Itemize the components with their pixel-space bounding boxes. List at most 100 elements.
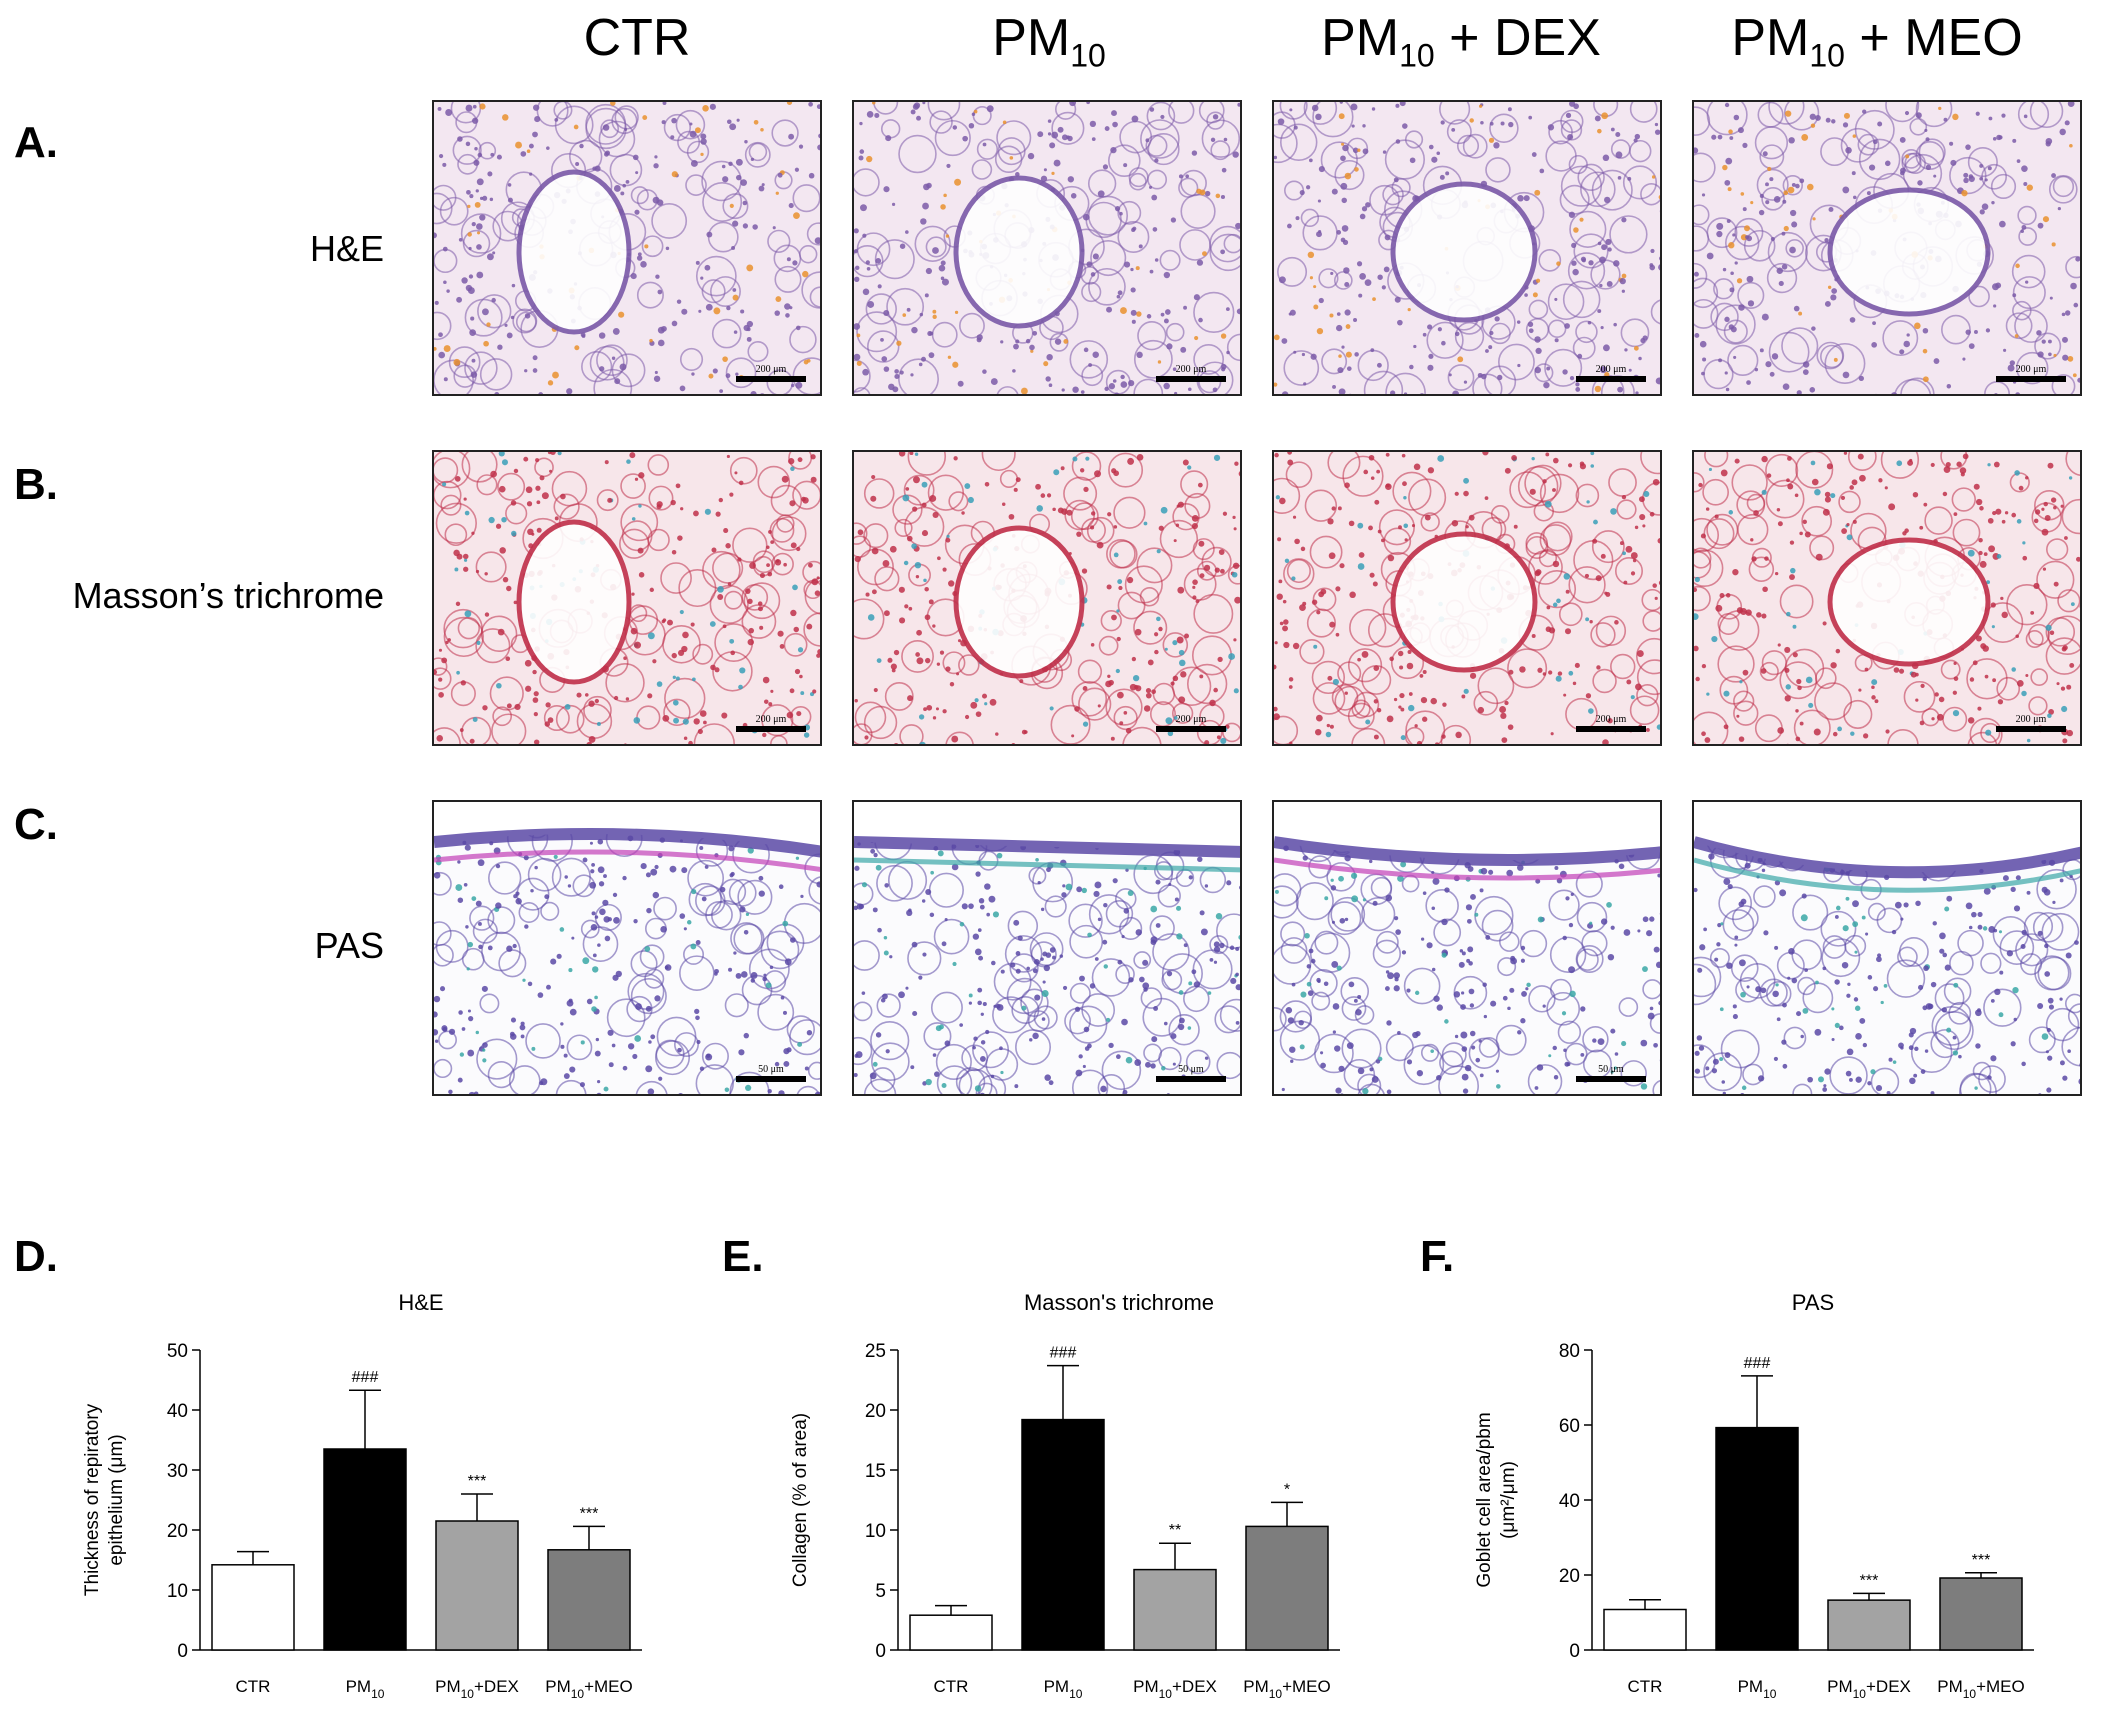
x-tick-label: PM10+MEO: [545, 1677, 633, 1701]
scale-bar: 200 μm: [1576, 364, 1646, 382]
column-header-pm10-meo: PM10 + MEO: [1682, 8, 2072, 74]
y-tick-label: 25: [865, 1341, 886, 1362]
chart-title: Masson's trichrome: [1024, 1290, 1214, 1315]
scale-bar: 200 μm: [1156, 364, 1226, 382]
bar: [324, 1449, 406, 1650]
column-header-suffix: + MEO: [1845, 9, 2023, 67]
scale-bar-label: 50 μm: [736, 1064, 806, 1075]
scale-bar-line: [1576, 726, 1646, 732]
scale-bar: 200 μm: [736, 364, 806, 382]
scale-bar: 200 μm: [1996, 364, 2066, 382]
column-header-sub: 10: [1399, 37, 1435, 73]
micrograph-tile: 50 μm: [852, 800, 1242, 1096]
column-header-text: PM: [1321, 9, 1399, 67]
x-tick-label: PM10: [1738, 1677, 1777, 1701]
column-header-text: PM: [1731, 9, 1809, 67]
bar: [1828, 1600, 1910, 1650]
x-tick-label: CTR: [1628, 1677, 1663, 1696]
scale-bar-line: [1156, 376, 1226, 382]
scale-bar: 50 μm: [1156, 1064, 1226, 1082]
column-header-suffix: + DEX: [1435, 9, 1601, 67]
x-tick-label: PM10: [1044, 1677, 1083, 1701]
y-tick-label: 40: [1559, 1491, 1580, 1512]
scale-bar-line: [1576, 376, 1646, 382]
micrograph-image: [1694, 802, 2082, 1096]
significance-label: ***: [580, 1505, 599, 1522]
scale-bar-label: 200 μm: [736, 714, 806, 725]
bar: [1716, 1428, 1798, 1650]
scale-bar: 200 μm: [1996, 714, 2066, 732]
micrograph-image: [1274, 102, 1662, 396]
row-label-pas: PAS: [4, 925, 384, 967]
scale-bar-line: [1156, 1076, 1226, 1082]
bar: [1246, 1526, 1328, 1650]
y-tick-label: 15: [865, 1461, 886, 1482]
significance-label: ***: [1860, 1572, 1879, 1589]
bar: [436, 1521, 518, 1650]
micrograph-tile: 50 μm: [1272, 800, 1662, 1096]
y-tick-label: 10: [865, 1521, 886, 1542]
y-tick-label: 10: [167, 1581, 188, 1602]
significance-label: ###: [1050, 1345, 1077, 1362]
bar: [1940, 1578, 2022, 1650]
x-tick-label: PM10+DEX: [1827, 1677, 1911, 1701]
y-tick-label: 0: [177, 1641, 188, 1662]
bar: [1604, 1610, 1686, 1651]
y-axis-label: Goblet cell area/pbm(μm²/μm): [1474, 1412, 1519, 1587]
scale-bar-line: [1996, 376, 2066, 382]
y-axis-label-line: Goblet cell area/pbm: [1474, 1412, 1495, 1587]
micrograph-tile: 200 μm: [1692, 450, 2082, 746]
scale-bar-line: [736, 376, 806, 382]
scale-bar-line: [1996, 726, 2066, 732]
x-tick-label: PM10+DEX: [435, 1677, 519, 1701]
chart-title: H&E: [398, 1290, 443, 1315]
bar: [1134, 1570, 1216, 1650]
scale-bar-label: 50 μm: [1156, 1064, 1226, 1075]
micrograph-image: [434, 452, 822, 746]
micrograph-tile: 200 μm: [852, 100, 1242, 396]
bar: [910, 1615, 992, 1650]
significance-label: **: [1169, 1522, 1181, 1539]
y-tick-label: 40: [167, 1401, 188, 1422]
micrograph-image: [434, 802, 822, 1096]
scale-bar-line: [736, 1076, 806, 1082]
micrograph-tile: 50 μm: [432, 800, 822, 1096]
micrograph-tile: 200 μm: [1272, 100, 1662, 396]
scale-bar-label: 200 μm: [1576, 364, 1646, 375]
x-tick-label: CTR: [236, 1677, 271, 1696]
scale-bar-label: 200 μm: [1576, 714, 1646, 725]
micrograph-image: [1274, 452, 1662, 746]
column-header-text: CTR: [584, 9, 691, 67]
scale-bar-label: 50 μm: [1576, 1064, 1646, 1075]
micrograph-image: [854, 452, 1242, 746]
scale-bar-line: [1576, 1076, 1646, 1082]
x-tick-label: PM10+MEO: [1937, 1677, 2025, 1701]
panel-letter-a: A.: [14, 118, 58, 168]
scale-bar-line: [736, 726, 806, 732]
chart-title: PAS: [1792, 1290, 1834, 1315]
significance-label: ***: [1972, 1552, 1991, 1569]
bar: [548, 1550, 630, 1650]
y-axis-label: Collagen (% of area): [790, 1413, 811, 1587]
y-axis-label-line: Collagen (% of area): [790, 1413, 811, 1587]
scale-bar-label: 200 μm: [1996, 714, 2066, 725]
bar: [1022, 1420, 1104, 1650]
column-header-ctr: CTR: [442, 8, 832, 68]
scale-bar: 200 μm: [1156, 714, 1226, 732]
y-axis-label-line: epithelium (μm): [106, 1434, 127, 1565]
column-header-sub: 10: [1809, 37, 1845, 73]
row-label-masson: Masson’s trichrome: [4, 575, 384, 617]
scale-bar: 200 μm: [1576, 714, 1646, 732]
panel-letter-b: B.: [14, 460, 58, 510]
micrograph-tile: [1692, 800, 2082, 1096]
row-label-he: H&E: [4, 228, 384, 270]
micrograph-tile: 200 μm: [1272, 450, 1662, 746]
micrograph-image: [854, 802, 1242, 1096]
x-tick-label: PM10+MEO: [1243, 1677, 1331, 1701]
